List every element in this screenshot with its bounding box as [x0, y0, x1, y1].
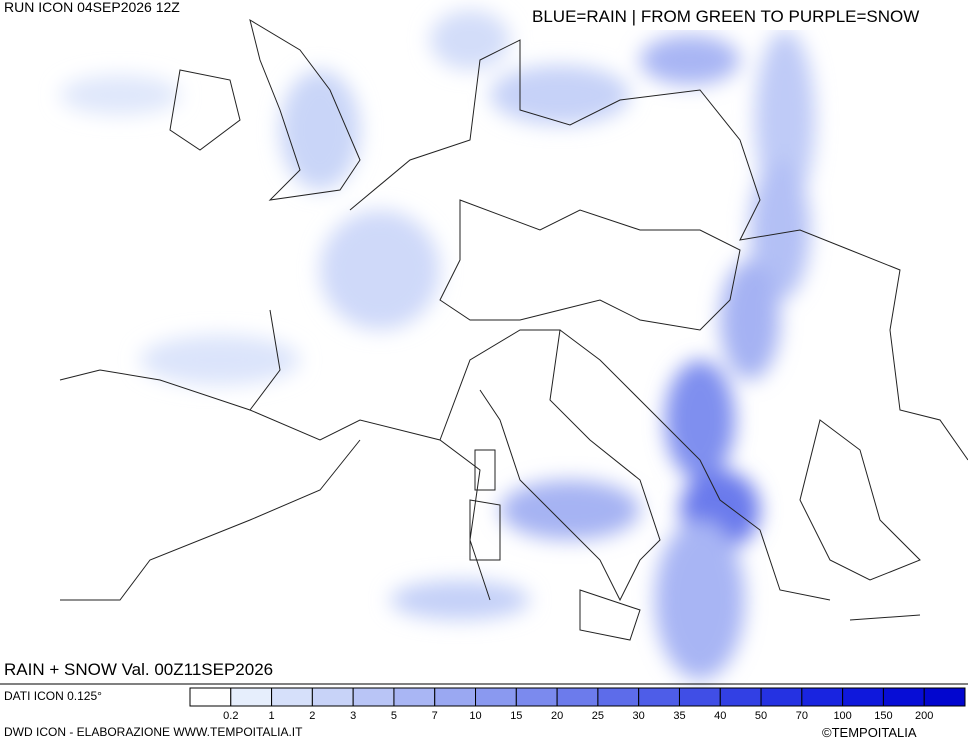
- scale-label: 40: [714, 710, 726, 722]
- scale-box: [230, 687, 273, 707]
- resolution-label: DATI ICON 0.125°: [4, 689, 102, 703]
- precipitation: [60, 10, 815, 680]
- scale-box: [923, 687, 966, 707]
- scale-box: [515, 687, 558, 707]
- scale-label: 100: [833, 710, 851, 722]
- scale-label: 15: [510, 710, 522, 722]
- scale-box: [801, 687, 844, 707]
- scale-label: 2: [309, 710, 315, 722]
- scale-box: [556, 687, 599, 707]
- scale-box: [678, 687, 721, 707]
- scale-box: [719, 687, 762, 707]
- scale-label: 5: [391, 710, 397, 722]
- scale-box: [638, 687, 680, 707]
- scale-label: 35: [673, 710, 685, 722]
- legend-note: BLUE=RAIN | FROM GREEN TO PURPLE=SNOW: [532, 7, 919, 26]
- note-box: [528, 2, 968, 30]
- scale-box: [842, 687, 884, 707]
- color-scale: 0.2 1 2 3 5 7 10 15 20 25 30 35 40 50 70 100 150 200: [189, 687, 966, 722]
- borders: [59, 18, 968, 641]
- scale-label: 3: [350, 710, 356, 722]
- scale-box: [597, 687, 640, 707]
- scale-label: 200: [915, 710, 933, 722]
- scale-box: [352, 687, 395, 707]
- scale-label: 20: [551, 710, 563, 722]
- copyright-label: ©TEMPOITALIA: [822, 725, 917, 740]
- scale-label: 30: [633, 710, 645, 722]
- scale-label: 10: [469, 710, 481, 722]
- scale-box: [393, 687, 436, 707]
- scale-label: 70: [796, 710, 808, 722]
- scale-box: [271, 687, 313, 707]
- scale-label: 0.2: [223, 710, 238, 722]
- scale-label: 7: [432, 710, 438, 722]
- scale-label: 50: [755, 710, 767, 722]
- run-label: RUN ICON 04SEP2026 12Z: [4, 0, 180, 15]
- validity-label: RAIN + SNOW Val. 00Z11SEP2026: [4, 660, 273, 679]
- scale-label: 25: [592, 710, 604, 722]
- scale-box: [311, 687, 354, 707]
- scale-box: [434, 687, 477, 707]
- credit-label: DWD ICON - ELABORAZIONE WWW.TEMPOITALIA.…: [4, 725, 303, 739]
- scale-box: [760, 687, 803, 707]
- scale-label: 1: [269, 710, 275, 722]
- scale-box: [882, 687, 925, 707]
- scale-box: [189, 687, 232, 707]
- scale-box: [475, 687, 517, 707]
- scale-label: 150: [874, 710, 892, 722]
